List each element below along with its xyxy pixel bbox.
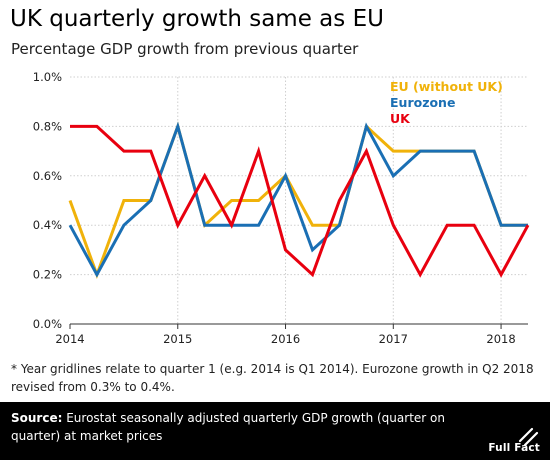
logo-text: Full Fact bbox=[488, 442, 540, 454]
axes: 0.0% 0.2% 0.4% 0.6% 0.8% 1.0% 2014 2015 2016 2017… bbox=[33, 70, 528, 346]
logo-mark bbox=[518, 427, 539, 447]
series-line-eurozone bbox=[68, 121, 528, 278]
footnote: * Year gridlines relate to quarter 1 (e.… bbox=[11, 362, 534, 394]
x-tick-label: 2018 bbox=[486, 332, 515, 346]
source-bar: Source: Eurostat seasonally adjusted qua… bbox=[0, 402, 550, 460]
source-description: Eurostat seasonally adjusted quarterly G… bbox=[11, 411, 445, 443]
series-line-eu-without-uk bbox=[68, 121, 528, 279]
chart-subtitle: Percentage GDP growth from previous quar… bbox=[11, 40, 359, 58]
legend-entry: UK bbox=[390, 111, 411, 126]
legend-entry: Eurozone bbox=[390, 95, 455, 110]
x-tick-label: 2017 bbox=[379, 332, 408, 346]
full-fact-logo-icon: Full Fact bbox=[482, 426, 540, 454]
line-chart: 0.0% 0.2% 0.4% 0.6% 0.8% 1.0% 2014 2015 2016 2017… bbox=[33, 70, 530, 346]
y-tick-label: 0.0% bbox=[33, 317, 62, 331]
chart-title: UK quarterly growth same as EU bbox=[10, 6, 384, 32]
x-tick-label: 2016 bbox=[271, 332, 300, 346]
y-tick-label: 1.0% bbox=[33, 70, 62, 84]
y-tick-label: 0.6% bbox=[33, 169, 62, 183]
y-tick-label: 0.4% bbox=[33, 218, 62, 232]
x-tick-label: 2014 bbox=[55, 332, 84, 346]
y-tick-label: 0.8% bbox=[33, 119, 62, 133]
source-label: Source: bbox=[11, 411, 63, 425]
x-tick-label: 2015 bbox=[163, 332, 192, 346]
y-tick-label: 0.2% bbox=[33, 268, 62, 282]
series-lines bbox=[68, 121, 530, 279]
legend-entry: EU (without UK) bbox=[390, 79, 503, 94]
source-text: Source: Eurostat seasonally adjusted qua… bbox=[11, 409, 491, 445]
series-line-uk bbox=[70, 124, 530, 278]
